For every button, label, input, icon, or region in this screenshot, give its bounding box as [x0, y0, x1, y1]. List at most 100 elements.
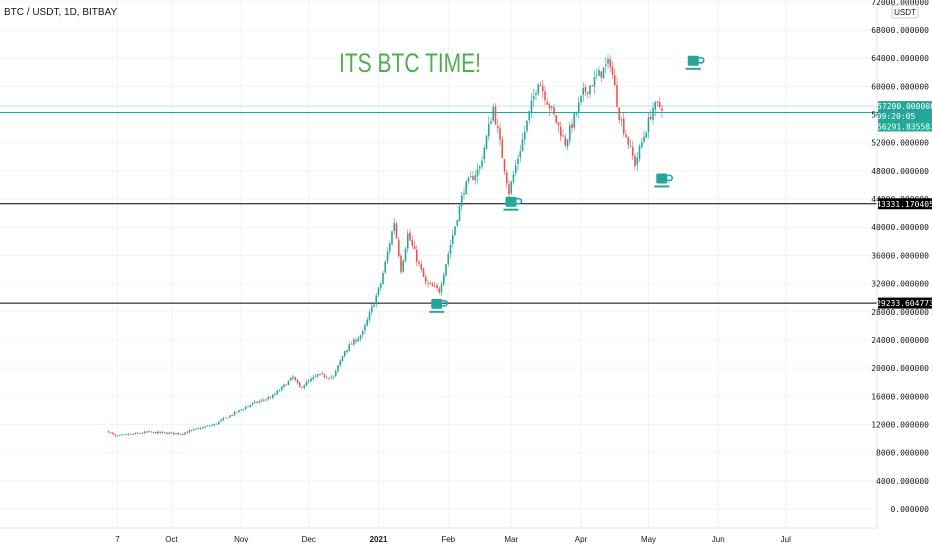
cup-icon — [503, 196, 523, 211]
candle-body — [307, 380, 310, 383]
candle-body — [258, 401, 261, 403]
candle-body — [629, 145, 632, 147]
candle-body — [238, 409, 240, 412]
candle-body — [283, 384, 285, 387]
candle-body — [181, 433, 184, 435]
candle-body — [613, 75, 616, 86]
candle-body — [604, 64, 607, 66]
price-tick-label: 40000.000000 — [871, 223, 929, 232]
headline-annotation[interactable]: ITS BTC TIME! — [339, 48, 481, 78]
time-axis[interactable]: 7 Oct Nov Dec 2021 Feb Mar Apr May Jun Jul — [115, 535, 791, 544]
candle-body — [334, 370, 337, 377]
candle-body — [292, 376, 294, 379]
candle-body — [170, 432, 173, 434]
candle-body — [368, 312, 371, 321]
candle-body — [116, 435, 119, 437]
upper-level-price-label: 43331.170405 — [876, 198, 932, 210]
candle-body — [517, 158, 519, 165]
candle-body — [256, 401, 258, 403]
candle-body — [107, 431, 110, 433]
candle-body — [555, 115, 558, 123]
candle-body — [406, 233, 409, 249]
candle-body — [166, 432, 168, 434]
candle-body — [564, 136, 567, 146]
svg-text:56291.835583: 56291.835583 — [877, 122, 932, 131]
candle-body — [591, 85, 594, 87]
candle-body — [557, 122, 560, 126]
candle-body — [537, 84, 540, 94]
candle-body — [433, 286, 436, 287]
price-tick-label: 36000.000000 — [871, 251, 929, 260]
currency-box[interactable] — [891, 4, 919, 19]
candle-body — [458, 205, 461, 221]
candle-body — [319, 373, 321, 375]
candle-body — [379, 283, 382, 288]
candle-body — [505, 172, 508, 184]
candle-body — [550, 106, 553, 109]
candle-body — [343, 351, 346, 357]
cup-icon — [685, 55, 705, 70]
candle-body — [121, 434, 123, 436]
candle-body — [523, 131, 526, 140]
price-tick-label: 20000.000000 — [871, 364, 929, 373]
candle-body — [397, 239, 400, 257]
candle-body — [298, 382, 301, 388]
candle-body — [481, 160, 483, 167]
price-tick-label: 48000.000000 — [871, 167, 929, 176]
current-price-label: 57200.000000 09:20:05 — [877, 101, 932, 123]
candle-body — [449, 244, 452, 254]
candle-body — [442, 274, 445, 285]
svg-text:29233.604773: 29233.604773 — [876, 299, 932, 308]
candle-body — [519, 151, 522, 158]
candle-body — [496, 125, 499, 129]
candle-body — [654, 102, 657, 110]
candle-body — [514, 165, 517, 174]
candle-body — [247, 406, 249, 408]
candle-body — [622, 118, 625, 134]
candle-body — [375, 295, 378, 305]
candle-body — [168, 432, 171, 434]
price-tick-label: 52000.000000 — [871, 139, 929, 148]
candle-body — [148, 431, 150, 433]
candle-body — [541, 86, 544, 92]
candle-body — [159, 431, 162, 433]
candle-body — [346, 349, 348, 352]
candle-body — [231, 415, 234, 416]
candle-body — [431, 283, 434, 287]
candle-body — [357, 338, 360, 342]
candle-body — [474, 175, 477, 181]
candle-body — [656, 101, 659, 103]
candle-body — [625, 134, 627, 138]
candle-body — [152, 431, 155, 433]
candle-body — [233, 411, 236, 416]
candle-body — [184, 432, 186, 435]
price-tick-label: 4000.000000 — [876, 477, 929, 486]
svg-text:09:20:05: 09:20:05 — [877, 112, 916, 121]
time-tick-label: Oct — [165, 535, 178, 544]
candle-body — [658, 102, 661, 108]
candle-body — [350, 343, 353, 345]
horizontal-levels — [0, 105, 877, 304]
price-axis[interactable]: 0.000000 4000.000000 8000.000000 12000.0000… — [871, 0, 929, 514]
candle-body — [348, 344, 351, 351]
candle-body — [287, 380, 290, 385]
candle-body — [627, 136, 630, 145]
cup-icon — [429, 298, 449, 313]
candle-body — [438, 288, 441, 293]
candle-body — [582, 88, 585, 95]
candle-body — [384, 261, 387, 273]
candle-body — [469, 176, 472, 178]
candle-body — [571, 124, 573, 129]
price-tick-label: 8000.000000 — [876, 449, 929, 458]
candle-body — [586, 91, 589, 94]
candle-body — [411, 239, 414, 246]
candle-body — [285, 384, 288, 386]
candle-body — [206, 425, 209, 427]
candle-body — [136, 432, 139, 434]
candle-body — [548, 104, 551, 109]
time-tick-label: Jun — [712, 535, 725, 544]
candle-body — [199, 428, 202, 430]
price-tick-label: 16000.000000 — [871, 392, 929, 401]
candle-body — [620, 119, 623, 121]
